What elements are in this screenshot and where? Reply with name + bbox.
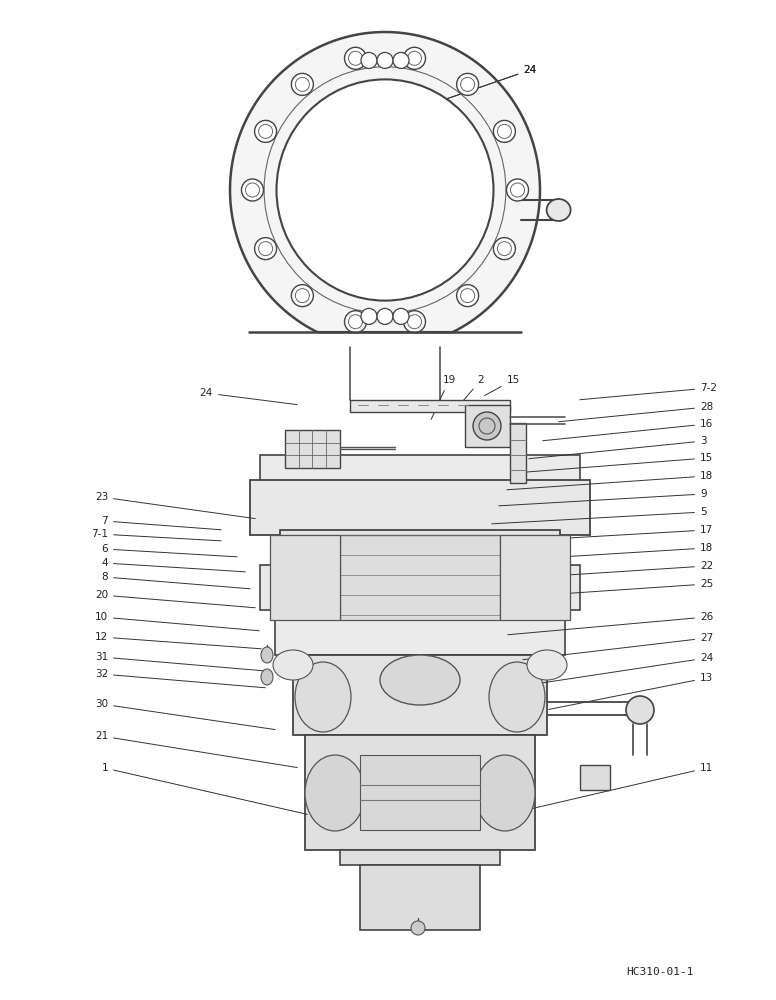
Bar xyxy=(305,735,535,850)
Ellipse shape xyxy=(546,199,570,221)
Text: 19: 19 xyxy=(431,375,456,419)
Ellipse shape xyxy=(345,311,366,333)
Text: 15: 15 xyxy=(484,375,520,396)
Bar xyxy=(510,423,526,483)
Ellipse shape xyxy=(361,52,377,68)
Text: 30: 30 xyxy=(95,699,275,730)
Bar xyxy=(270,535,340,620)
Text: 8: 8 xyxy=(102,572,250,589)
Text: 22: 22 xyxy=(476,561,713,581)
Text: 17: 17 xyxy=(485,525,713,543)
Ellipse shape xyxy=(456,285,479,307)
Ellipse shape xyxy=(345,47,366,69)
Polygon shape xyxy=(230,32,540,332)
Text: 31: 31 xyxy=(95,652,263,671)
Ellipse shape xyxy=(377,52,393,68)
Text: 6: 6 xyxy=(102,544,237,557)
Text: 16: 16 xyxy=(542,419,713,441)
Ellipse shape xyxy=(393,308,409,324)
Ellipse shape xyxy=(291,73,314,95)
Text: 18: 18 xyxy=(507,471,713,490)
Ellipse shape xyxy=(295,662,351,732)
Bar xyxy=(360,865,480,930)
Text: HC310-01-1: HC310-01-1 xyxy=(626,967,694,977)
Text: 25: 25 xyxy=(473,579,713,600)
Text: 15: 15 xyxy=(517,453,713,473)
Text: 23: 23 xyxy=(95,492,255,519)
Ellipse shape xyxy=(255,238,276,260)
Bar xyxy=(260,455,580,485)
Ellipse shape xyxy=(404,311,425,333)
Ellipse shape xyxy=(380,655,460,705)
Text: 4: 4 xyxy=(102,558,245,572)
Ellipse shape xyxy=(494,120,515,142)
Text: 13: 13 xyxy=(549,673,713,709)
Text: 24: 24 xyxy=(403,65,537,114)
Bar xyxy=(535,565,580,610)
Ellipse shape xyxy=(527,650,567,680)
Bar xyxy=(465,405,510,447)
Text: 7: 7 xyxy=(102,516,221,530)
Ellipse shape xyxy=(404,47,425,69)
Text: 24: 24 xyxy=(199,388,297,405)
Text: 26: 26 xyxy=(508,612,713,635)
Text: 28: 28 xyxy=(559,402,713,422)
Bar xyxy=(340,850,500,865)
Text: 7-1: 7-1 xyxy=(91,529,221,541)
Ellipse shape xyxy=(377,308,393,324)
Ellipse shape xyxy=(475,755,535,831)
Ellipse shape xyxy=(411,921,425,935)
Ellipse shape xyxy=(241,179,264,201)
Text: 1: 1 xyxy=(102,763,307,814)
Ellipse shape xyxy=(473,412,501,440)
Text: 7-2: 7-2 xyxy=(580,383,717,400)
Bar xyxy=(360,755,480,830)
Ellipse shape xyxy=(393,52,409,68)
Ellipse shape xyxy=(361,308,377,324)
Bar xyxy=(280,530,560,620)
Text: 3: 3 xyxy=(528,436,707,459)
Bar xyxy=(500,535,570,620)
Ellipse shape xyxy=(626,696,654,724)
Ellipse shape xyxy=(305,755,365,831)
Bar xyxy=(350,400,510,412)
Text: 21: 21 xyxy=(95,731,297,768)
Ellipse shape xyxy=(291,285,314,307)
Text: 11: 11 xyxy=(528,763,713,809)
Bar xyxy=(275,620,565,655)
Text: 32: 32 xyxy=(95,669,265,688)
Text: 10: 10 xyxy=(95,612,259,631)
Bar xyxy=(340,535,500,620)
Text: 5: 5 xyxy=(492,507,707,524)
Text: 2: 2 xyxy=(458,375,484,407)
Ellipse shape xyxy=(494,238,515,260)
Bar xyxy=(250,480,590,535)
Text: 18: 18 xyxy=(481,543,713,562)
Ellipse shape xyxy=(276,79,494,301)
Text: 20: 20 xyxy=(95,590,255,608)
Ellipse shape xyxy=(255,120,276,142)
Text: 12: 12 xyxy=(95,632,262,649)
Ellipse shape xyxy=(489,662,545,732)
Bar xyxy=(580,765,610,790)
Text: 24: 24 xyxy=(538,653,713,684)
Text: 27: 27 xyxy=(523,633,713,660)
Bar xyxy=(260,565,305,610)
Ellipse shape xyxy=(273,650,313,680)
Ellipse shape xyxy=(456,73,479,95)
Ellipse shape xyxy=(261,647,273,663)
Bar xyxy=(293,655,547,735)
Text: 24: 24 xyxy=(403,65,537,114)
Text: 9: 9 xyxy=(499,489,707,506)
Ellipse shape xyxy=(507,179,528,201)
Ellipse shape xyxy=(261,669,273,685)
Bar xyxy=(285,430,340,468)
